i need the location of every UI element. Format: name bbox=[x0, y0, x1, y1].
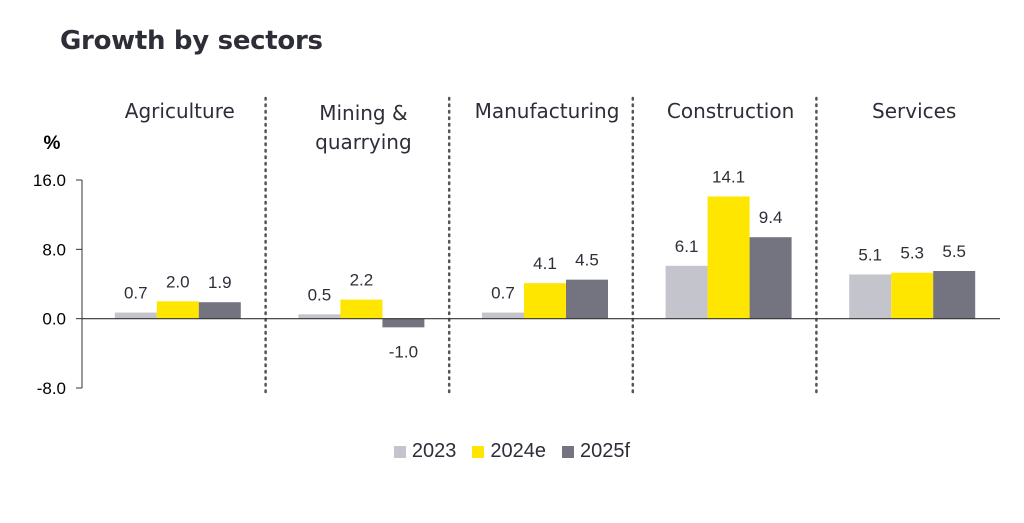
legend-item-2025f: 2025f bbox=[562, 440, 630, 463]
bar bbox=[891, 272, 934, 319]
data-label: 5.5 bbox=[942, 242, 966, 261]
bar bbox=[298, 314, 341, 319]
y-tick-label: 16.0 bbox=[33, 171, 66, 190]
data-label: 4.5 bbox=[575, 251, 599, 270]
data-label: 1.9 bbox=[208, 273, 232, 292]
data-label: 2.0 bbox=[166, 272, 190, 291]
bar bbox=[665, 265, 708, 319]
bar bbox=[566, 279, 608, 319]
data-label: 6.1 bbox=[675, 237, 699, 256]
data-label: 0.5 bbox=[308, 285, 332, 304]
legend-item-2024e: 2024e bbox=[472, 440, 546, 463]
legend: 2023 2024e 2025f bbox=[0, 440, 1024, 463]
data-label: 0.7 bbox=[491, 284, 515, 303]
legend-swatch-2024e bbox=[472, 445, 485, 458]
chart-title: Growth by sectors bbox=[60, 26, 323, 56]
bar bbox=[707, 196, 750, 319]
category-label: Agriculture bbox=[125, 99, 235, 123]
data-label: 5.3 bbox=[900, 244, 924, 263]
bar bbox=[198, 302, 241, 319]
data-label: 2.2 bbox=[350, 271, 374, 290]
y-tick-label: -8.0 bbox=[37, 379, 66, 398]
bar bbox=[482, 312, 524, 319]
bar bbox=[933, 271, 976, 319]
category-label: Services bbox=[872, 99, 956, 123]
category-label: quarrying bbox=[315, 130, 411, 154]
data-label: 4.1 bbox=[533, 254, 557, 273]
bar bbox=[340, 299, 383, 319]
bar bbox=[114, 312, 157, 319]
bar bbox=[849, 274, 892, 319]
legend-item-2023: 2023 bbox=[393, 440, 457, 463]
y-tick-label: 8.0 bbox=[42, 240, 66, 259]
data-label: 0.7 bbox=[124, 284, 148, 303]
data-label: 14.1 bbox=[712, 167, 745, 186]
category-label: Construction bbox=[667, 99, 794, 123]
bar bbox=[749, 237, 792, 319]
category-label: Manufacturing bbox=[475, 99, 620, 123]
legend-label-2024e: 2024e bbox=[490, 440, 547, 462]
data-label: -1.0 bbox=[389, 342, 418, 361]
data-label: 9.4 bbox=[759, 208, 783, 227]
data-label: 5.1 bbox=[858, 245, 882, 264]
category-label: Mining & bbox=[319, 101, 407, 125]
legend-label-2023: 2023 bbox=[411, 440, 457, 462]
bar bbox=[156, 301, 199, 319]
y-tick-label: 0.0 bbox=[42, 310, 66, 329]
legend-label-2025f: 2025f bbox=[580, 440, 631, 462]
bar bbox=[524, 283, 566, 319]
bar bbox=[382, 318, 425, 328]
legend-swatch-2025f bbox=[562, 445, 575, 458]
y-axis-unit-label: % bbox=[44, 133, 61, 154]
legend-swatch-2023 bbox=[393, 445, 406, 458]
